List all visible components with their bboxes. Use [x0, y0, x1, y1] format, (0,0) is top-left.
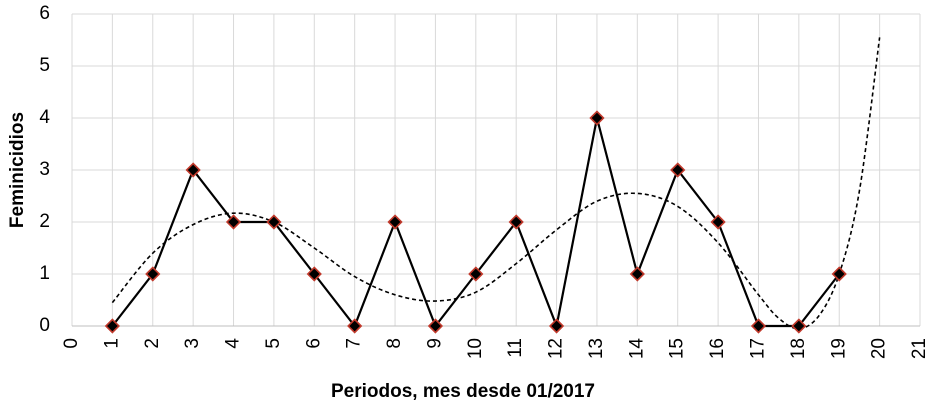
data-point — [347, 318, 363, 334]
y-tick-label: 5 — [39, 55, 50, 76]
x-tick-label: 8 — [384, 338, 405, 349]
x-tick-label: 4 — [223, 338, 244, 349]
x-tick-label: 0 — [61, 338, 82, 349]
y-tick-label: 4 — [39, 107, 50, 128]
data-point — [508, 214, 524, 230]
data-point — [589, 110, 605, 126]
data-point — [145, 266, 161, 282]
y-tick-label: 2 — [39, 211, 50, 232]
x-tick-label: 15 — [667, 338, 688, 359]
data-point — [750, 318, 767, 334]
x-tick-label: 10 — [465, 338, 486, 359]
y-tick-label: 6 — [39, 3, 50, 24]
data-point — [185, 162, 201, 178]
y-tick-label: 3 — [39, 159, 50, 180]
x-tick-label: 1 — [101, 338, 122, 349]
x-tick-label: 6 — [303, 338, 324, 349]
y-tick-label: 0 — [39, 315, 50, 336]
x-tick-label: 5 — [263, 338, 284, 349]
x-tick-label: 12 — [546, 338, 567, 359]
data-point — [427, 318, 444, 334]
data-point — [791, 318, 807, 334]
x-tick-label: 17 — [747, 338, 768, 359]
x-tick-label: 2 — [142, 338, 163, 349]
data-point — [387, 214, 403, 230]
y-tick-label: 1 — [39, 263, 50, 284]
x-tick-label: 9 — [424, 338, 445, 349]
x-tick-label: 18 — [788, 338, 809, 359]
data-point — [225, 214, 242, 230]
data-point — [266, 214, 282, 230]
x-tick-label: 13 — [586, 338, 607, 359]
x-axis-title: Periodos, mes desde 01/2017 — [331, 381, 595, 402]
x-tick-label: 20 — [869, 338, 890, 359]
data-point — [629, 266, 645, 282]
x-tick-label: 16 — [707, 338, 728, 359]
x-tick-label: 19 — [828, 338, 849, 359]
x-tick-label: 7 — [344, 338, 365, 349]
x-tick-label: 14 — [626, 338, 647, 360]
data-point — [468, 266, 484, 282]
data-point — [670, 162, 686, 178]
x-tick-label: 3 — [182, 338, 203, 349]
data-point — [548, 318, 565, 334]
y-axis-title: Feminicidios — [7, 112, 28, 228]
x-tick-label: 11 — [505, 338, 526, 358]
x-tick-label: 21 — [909, 338, 926, 359]
trend-line — [111, 37, 881, 330]
data-point — [306, 266, 322, 282]
data-point — [831, 266, 847, 282]
data-point — [104, 318, 121, 334]
data-point — [710, 214, 726, 230]
